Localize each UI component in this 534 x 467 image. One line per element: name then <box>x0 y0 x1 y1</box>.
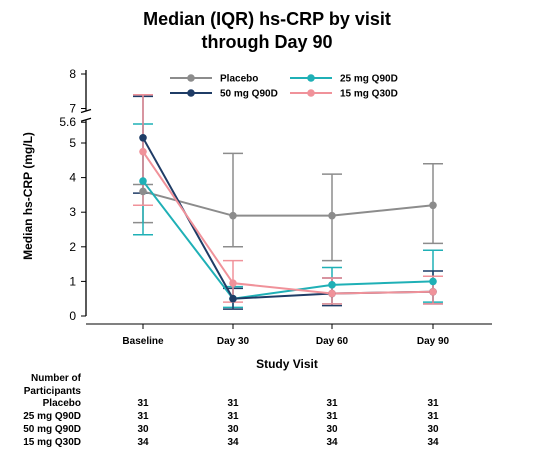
data-point <box>429 287 437 296</box>
participants-count: 34 <box>227 437 239 448</box>
data-point <box>139 147 147 156</box>
participants-count: 31 <box>227 411 239 422</box>
participants-count: 30 <box>227 424 239 435</box>
legend-label: 15 mg Q30D <box>340 89 398 100</box>
series-points <box>139 134 437 303</box>
y-tick-label: 0 <box>69 309 76 323</box>
participants-row-label: 25 mg Q90D <box>23 411 81 422</box>
y-tick-label: 7 <box>69 102 76 116</box>
axis-break-mark <box>80 117 92 122</box>
y-tick-label: 5 <box>69 136 76 150</box>
legend-swatch-marker <box>187 74 195 82</box>
x-axis-label: Study Visit <box>256 357 318 371</box>
participants-row-label: 15 mg Q30D <box>23 437 81 448</box>
participants-count: 31 <box>137 411 149 422</box>
legend-label: 50 mg Q90D <box>220 89 278 100</box>
participants-header: Participants <box>24 386 82 397</box>
y-tick-label: 1 <box>69 274 76 288</box>
data-point <box>229 211 237 220</box>
chart-title-line-2: through Day 90 <box>201 32 332 52</box>
legend-swatch-marker <box>307 89 315 97</box>
series-line <box>142 190 434 217</box>
participants-count: 30 <box>326 424 338 435</box>
legend-swatch-marker <box>307 74 315 82</box>
legend: Placebo 25 mg Q90D 50 mg Q90D 15 mg Q30D <box>170 74 398 100</box>
data-point <box>429 201 437 210</box>
y-tick-label: 2 <box>69 240 76 254</box>
participants-count: 30 <box>137 424 149 435</box>
axes: 0 1 2 3 4 5 5.67 8 Baseline Day 30 Day 60 Day 90 <box>59 67 492 347</box>
participants-count: 31 <box>326 411 338 422</box>
x-tick-label: Day 90 <box>417 336 450 347</box>
series-line <box>142 151 434 295</box>
y-tick-label: 4 <box>69 171 76 185</box>
y-axis-label: Median hs-CRP (mg/L) <box>21 132 35 260</box>
legend-label: 25 mg Q90D <box>340 74 398 85</box>
data-point <box>429 277 437 286</box>
participants-count: 31 <box>137 398 149 409</box>
y-tick-label: 3 <box>69 205 76 219</box>
participants-count: 31 <box>326 398 338 409</box>
y-tick-label: 8 <box>69 67 76 81</box>
participants-count: 34 <box>326 437 338 448</box>
participants-row-label: 50 mg Q90D <box>23 424 81 435</box>
participants-count: 31 <box>427 398 439 409</box>
axis-break-mark <box>80 108 92 114</box>
chart-title-line-1: Median (IQR) hs-CRP by visit <box>143 9 391 29</box>
participants-row-label: Placebo <box>43 398 81 409</box>
legend-label: Placebo <box>220 74 258 85</box>
data-point <box>139 134 147 142</box>
participants-count: 30 <box>427 424 439 435</box>
participants-count: 31 <box>227 398 239 409</box>
data-point <box>328 289 336 298</box>
y-tick-label: 5.6 <box>59 115 76 129</box>
data-point <box>328 281 336 289</box>
data-point <box>229 279 237 287</box>
participants-count: 34 <box>427 437 439 448</box>
series-line <box>142 137 434 300</box>
x-tick-label: Day 30 <box>217 336 250 347</box>
participants-count: 34 <box>137 437 149 448</box>
legend-swatch-marker <box>187 89 195 97</box>
participants-header: Number of <box>31 373 82 384</box>
data-point <box>328 211 336 220</box>
x-tick-label: Baseline <box>122 336 164 347</box>
x-tick-label: Day 60 <box>316 336 349 347</box>
data-point <box>139 187 147 196</box>
participants-count: 31 <box>427 411 439 422</box>
data-point <box>229 294 237 303</box>
series-lines <box>142 137 434 300</box>
data-point <box>139 177 147 185</box>
series-line <box>142 180 434 300</box>
